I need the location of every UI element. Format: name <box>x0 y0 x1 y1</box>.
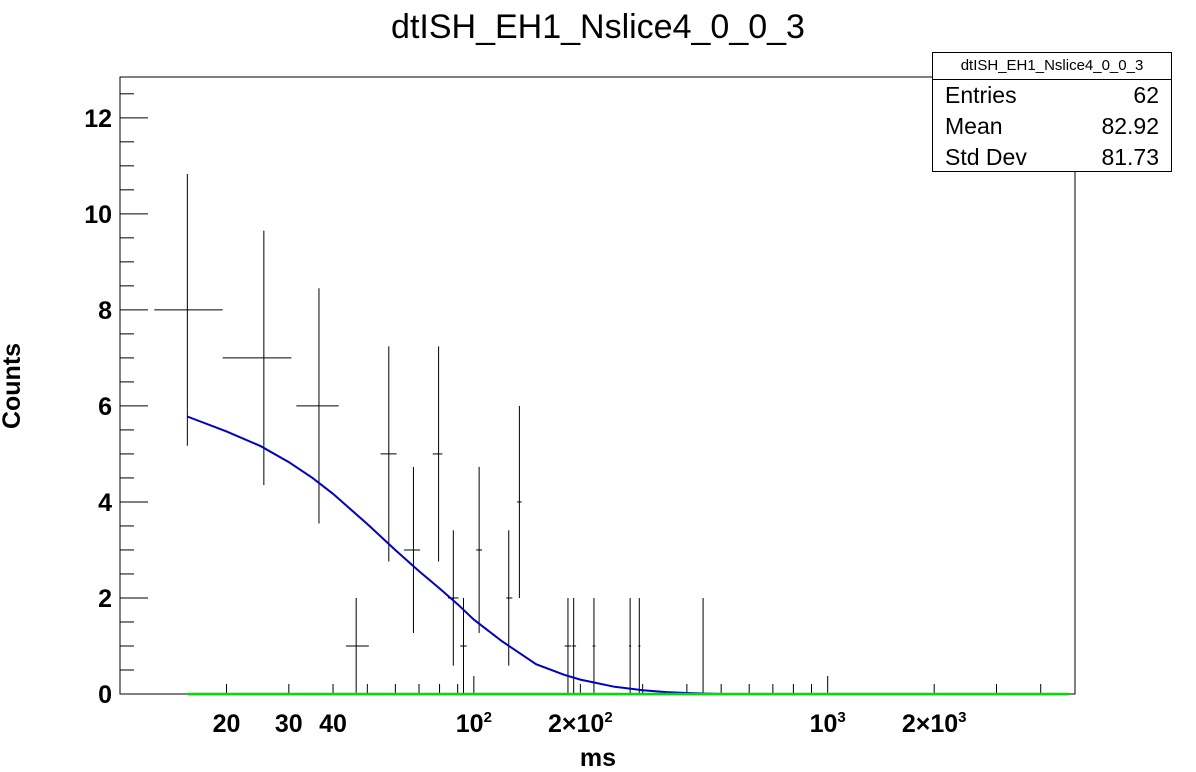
histogram-point <box>564 597 572 694</box>
y-tick-label: 4 <box>98 489 112 517</box>
x-tick-label: 20 <box>213 710 241 738</box>
stats-label: Mean <box>945 113 1003 139</box>
y-tick-labels: 0 2 4 6 8 10 12 <box>84 105 112 709</box>
x-tick-label: 102 <box>456 709 492 738</box>
histogram-point <box>476 466 483 634</box>
histogram-point <box>629 597 632 694</box>
histogram-point <box>404 466 421 634</box>
chart-title: dtISH_EH1_Nslice4_0_0_3 <box>391 8 805 46</box>
stats-row-entries: Entries 62 <box>933 80 1171 111</box>
y-tick-label: 10 <box>84 201 112 229</box>
stats-title: dtISH_EH1_Nslice4_0_0_3 <box>933 53 1171 80</box>
x-tick-label: 40 <box>319 710 347 738</box>
stats-row-mean: Mean 82.92 <box>933 111 1171 142</box>
stats-label: Std Dev <box>945 144 1027 170</box>
histogram-point <box>222 230 292 486</box>
histogram-point <box>380 346 397 562</box>
y-tick-label: 12 <box>84 105 112 133</box>
y-axis-label: Counts <box>0 343 26 429</box>
stats-row-stddev: Std Dev 81.73 <box>933 142 1171 173</box>
y-tick-label: 6 <box>98 393 112 421</box>
histogram-point <box>506 530 513 666</box>
histogram-point <box>638 597 641 694</box>
x-tick-label: 2×102 <box>548 709 613 738</box>
x-tick-label: 30 <box>275 710 303 738</box>
fit-curve-series <box>186 415 722 695</box>
x-tick-labels: 20 30 40 102 2×102 103 2×103 <box>213 709 967 738</box>
histogram-series <box>154 173 704 694</box>
stats-label: Entries <box>945 82 1017 108</box>
stats-box: dtISH_EH1_Nslice4_0_0_3 Entries 62 Mean … <box>932 52 1172 172</box>
x-tick-label: 103 <box>810 709 846 738</box>
stats-value: 62 <box>1133 82 1159 108</box>
y-tick-label: 0 <box>98 681 112 709</box>
histogram-point <box>345 597 369 694</box>
histogram-point <box>572 597 577 694</box>
x-tick-label: 2×103 <box>902 709 967 738</box>
histogram-point <box>432 346 443 562</box>
histogram-point <box>592 597 596 694</box>
x-axis-label: ms <box>580 744 616 772</box>
y-tick-label: 8 <box>98 297 112 325</box>
histogram-point <box>296 288 339 524</box>
axis-ticks <box>120 93 1042 695</box>
fit-curve-line <box>186 415 722 695</box>
y-tick-label: 2 <box>98 585 112 613</box>
stats-value: 81.73 <box>1101 144 1159 170</box>
stats-value: 82.92 <box>1101 113 1159 139</box>
histogram-point <box>517 405 522 598</box>
histogram-point <box>702 597 704 694</box>
histogram-point <box>460 597 467 694</box>
histogram-point <box>154 173 223 446</box>
